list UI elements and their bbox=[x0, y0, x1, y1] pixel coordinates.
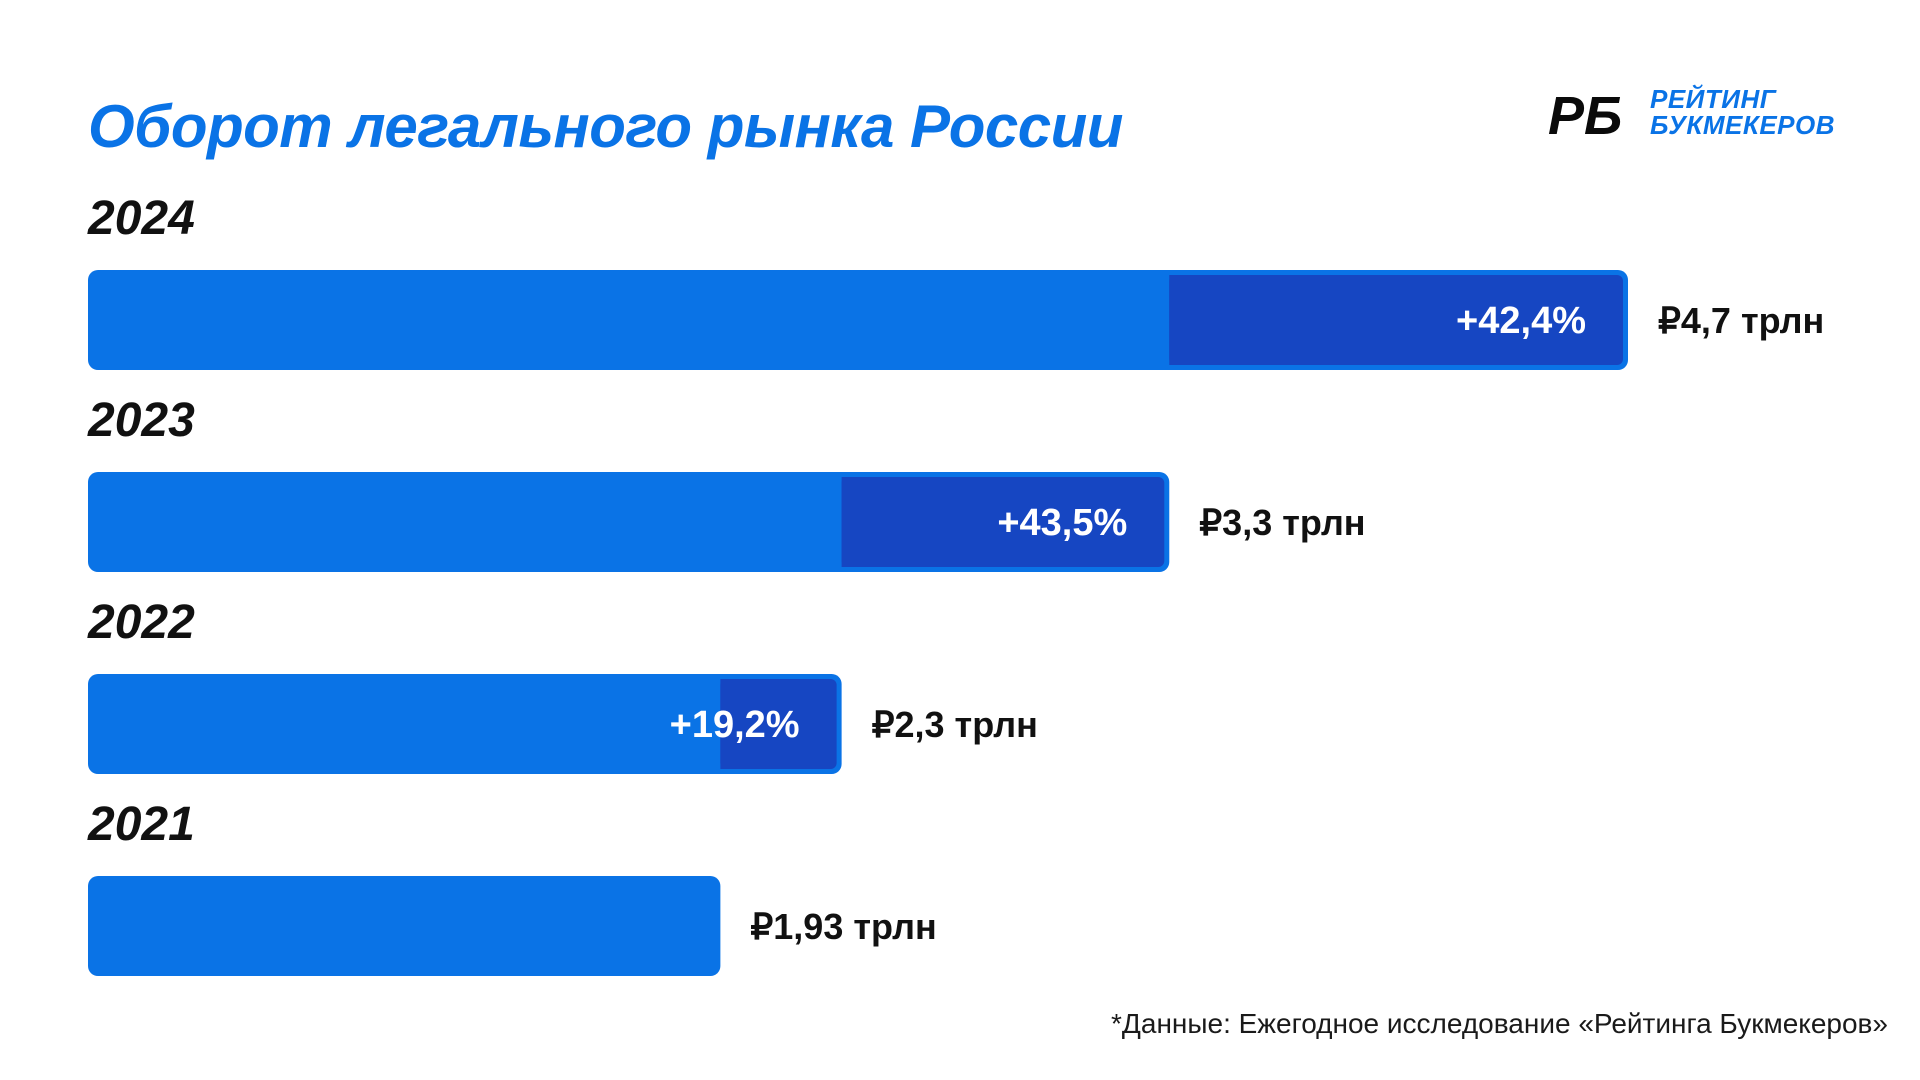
growth-segment-edge-2023 bbox=[841, 477, 854, 567]
bar-row-2024: 2024 +42,4% ₽4,7 трлн bbox=[87, 192, 1824, 370]
logo-text: РЕЙТИНГ БУКМЕКЕРОВ bbox=[1650, 86, 1835, 138]
logo-line-1: РЕЙТИНГ bbox=[1650, 84, 1777, 114]
logo-mark-icon: РБ bbox=[1548, 88, 1622, 142]
bar-2022 bbox=[88, 674, 842, 774]
growth-segment-edge-2022 bbox=[720, 679, 733, 769]
year-label-2021: 2021 bbox=[87, 798, 195, 851]
growth-segment-2024 bbox=[1169, 275, 1623, 365]
year-label-2023: 2023 bbox=[87, 394, 195, 447]
logo-mark-text: РБ bbox=[1548, 88, 1622, 142]
chart-title: Оборот легального рынка России bbox=[88, 93, 1123, 160]
value-label-2024: ₽4,7 трлн bbox=[1658, 300, 1824, 341]
year-label-2022: 2022 bbox=[87, 596, 195, 649]
bar-row-2022: 2022 +19,2% ₽2,3 трлн bbox=[87, 596, 1038, 774]
year-label-2024: 2024 bbox=[87, 192, 195, 245]
logo-line-2: БУКМЕКЕРОВ bbox=[1650, 110, 1836, 140]
growth-label-2024: +42,4% bbox=[1456, 300, 1586, 342]
brand-logo: РБ РЕЙТИНГ БУКМЕКЕРОВ bbox=[1548, 84, 1868, 148]
growth-label-2022: +19,2% bbox=[670, 704, 800, 746]
growth-segment-2023 bbox=[841, 477, 1165, 567]
footnote: *Данные: Ежегодное исследование «Рейтинг… bbox=[1111, 1008, 1888, 1039]
bar-row-2021: 2021 ₽1,93 трлн bbox=[87, 798, 937, 976]
growth-segment-edge-2024 bbox=[1169, 275, 1182, 365]
value-label-2022: ₽2,3 трлн bbox=[872, 704, 1038, 745]
value-label-2021: ₽1,93 трлн bbox=[750, 906, 936, 947]
bar-2021 bbox=[88, 876, 721, 976]
value-label-2023: ₽3,3 трлн bbox=[1199, 502, 1365, 543]
growth-label-2023: +43,5% bbox=[997, 502, 1127, 544]
growth-segment-2022 bbox=[720, 679, 837, 769]
bar-row-2023: 2023 +43,5% ₽3,3 трлн bbox=[87, 394, 1366, 572]
